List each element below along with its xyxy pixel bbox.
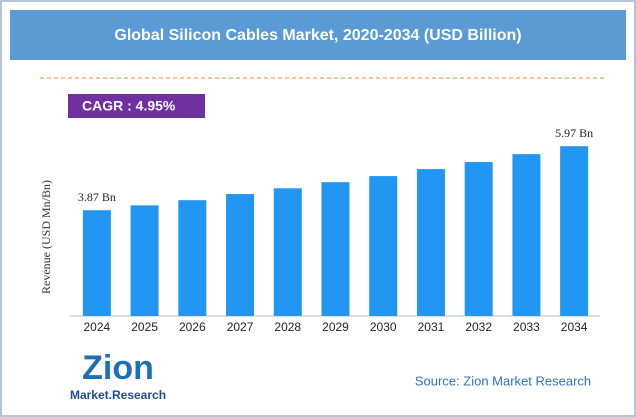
bar [512, 154, 541, 316]
x-tick-label: 2031 [418, 320, 445, 334]
x-tick-label: 2029 [322, 320, 349, 334]
bar [416, 169, 445, 316]
x-tick-label: 2028 [274, 320, 301, 334]
x-tick-label: 2025 [131, 320, 158, 334]
bar [321, 182, 350, 316]
cagr-box [68, 94, 205, 118]
source: Source: Zion Market Research [415, 373, 591, 388]
bar [464, 162, 493, 316]
logo-tagline: Market.Research [70, 388, 166, 402]
y-axis-label: Revenue (USD Mn/Bn) [39, 180, 53, 294]
bar [130, 205, 159, 316]
x-tick-label: 2032 [465, 320, 492, 334]
bar [178, 200, 207, 316]
bar [273, 188, 302, 316]
chart-title: Global Silicon Cables Market, 2020-2034 … [114, 27, 521, 44]
logo-name: Zion [82, 349, 154, 387]
bar [82, 210, 111, 316]
value-label: 5.97 Bn [555, 126, 593, 140]
x-tick-label: 2034 [561, 320, 588, 334]
x-tick-label: 2033 [513, 320, 540, 334]
x-tick-label: 2030 [370, 320, 397, 334]
x-tick-label: 2026 [179, 320, 206, 334]
title-bar [10, 10, 626, 60]
value-label: 3.87 Bn [78, 190, 116, 204]
x-tick-label: 2027 [227, 320, 254, 334]
bar [369, 176, 398, 316]
bar [226, 194, 255, 316]
x-tick-label: 2024 [84, 320, 111, 334]
cagr-label: CAGR : 4.95% [82, 98, 176, 114]
bar [560, 146, 589, 316]
